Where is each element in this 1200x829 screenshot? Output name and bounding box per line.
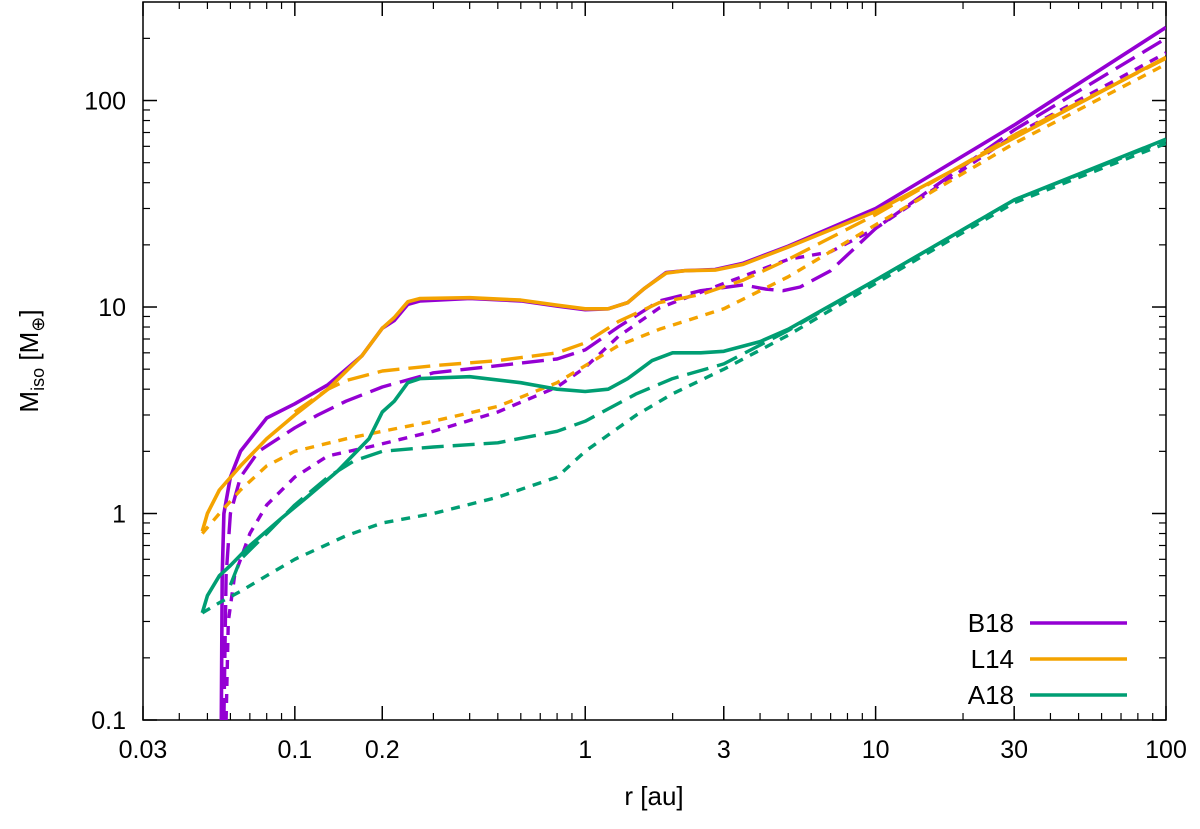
y-tick-label: 100	[84, 88, 126, 116]
x-tick-label: 1	[578, 736, 592, 764]
y-tick-label: 10	[98, 294, 126, 322]
y-axis-label-sub: iso	[28, 368, 48, 391]
x-axis-label: r [au]	[624, 781, 683, 811]
legend-label-a18: A18	[968, 680, 1014, 710]
plot-frame	[142, 1, 1167, 721]
ticks	[142, 2, 1167, 721]
y-tick-label: 0.1	[91, 707, 126, 735]
legend-label-l14: L14	[971, 644, 1014, 674]
x-tick-label: 0.1	[277, 736, 312, 764]
series-line-l14-solid	[200, 55, 1166, 532]
series-line-variant-8-dotted	[201, 141, 1166, 615]
series-line-variant-5-dotted	[201, 62, 1166, 535]
series-line-a18-solid	[200, 137, 1166, 614]
x-tick-label: 10	[862, 736, 890, 764]
y-tick-label: 1	[112, 501, 126, 529]
x-tick-label: 100	[1145, 736, 1187, 764]
y-axis-label-rest: [M	[14, 332, 44, 368]
series-line-variant-4-dashed	[293, 56, 1166, 414]
x-tick-label: 30	[1000, 736, 1028, 764]
y-axis-label-close: ]	[14, 309, 44, 316]
y-axis-label-sub2: ⊕	[28, 317, 48, 332]
x-tick-label: 0.03	[119, 736, 168, 764]
x-tick-label: 0.2	[365, 736, 400, 764]
x-tick-label: 3	[717, 736, 731, 764]
y-axis-label-main: M	[14, 391, 44, 413]
legend-label-b18: B18	[968, 608, 1014, 638]
series-line-variant-1-dashed	[222, 36, 1166, 720]
series-line-variant-7-dashed	[228, 138, 1166, 586]
series-line-variant-2-dotted	[224, 51, 1166, 720]
y-axis-label: Miso [M⊕]	[14, 309, 48, 412]
legend: B18 L14 A18	[968, 608, 1127, 710]
series-group	[200, 25, 1166, 720]
